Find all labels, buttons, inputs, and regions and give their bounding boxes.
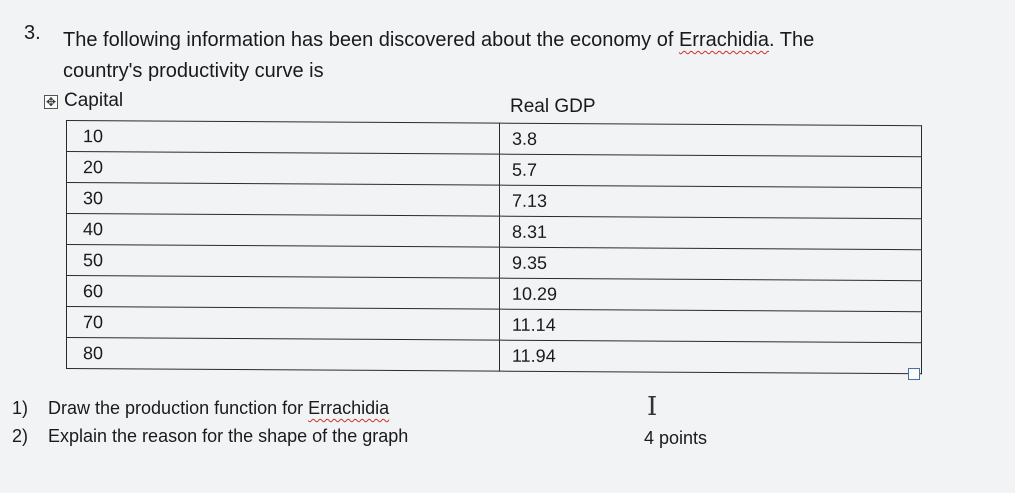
task-number: 1) bbox=[12, 398, 29, 418]
question-text-suffix: . The bbox=[768, 29, 815, 51]
task-item-1: 1) Draw the production function for Errac… bbox=[12, 398, 389, 419]
question-text-line2: country's productivity curve is bbox=[63, 60, 324, 82]
cell-capital[interactable]: 80 bbox=[66, 337, 500, 372]
cell-capital[interactable]: 20 bbox=[66, 151, 500, 186]
task-number: 2) bbox=[12, 426, 29, 446]
cell-real-gdp[interactable]: 10.29 bbox=[499, 278, 922, 312]
cell-real-gdp[interactable]: 8.31 bbox=[499, 216, 922, 250]
cell-real-gdp[interactable]: 3.8 bbox=[499, 123, 922, 157]
cell-capital[interactable]: 10 bbox=[66, 120, 500, 155]
question-text-line1: The following information has been disco… bbox=[63, 29, 814, 52]
table-row: 50 9.35 bbox=[66, 244, 922, 281]
table-row: 80 11.94 bbox=[66, 337, 922, 374]
productivity-table[interactable]: 10 3.8 20 5.7 30 7.13 40 8.31 50 9.35 60 10.29 70 11.… bbox=[66, 120, 922, 374]
question-number: 3. bbox=[24, 22, 41, 44]
text-cursor-icon: I bbox=[647, 392, 658, 422]
cell-capital[interactable]: 60 bbox=[66, 275, 500, 310]
task-item-2: 2) Explain the reason for the shape of th… bbox=[12, 426, 408, 447]
task-text: Draw the production function for bbox=[48, 398, 309, 418]
task-text: Explain the reason for the shape of the … bbox=[48, 426, 409, 446]
cell-real-gdp[interactable]: 5.7 bbox=[499, 154, 922, 188]
header-capital: Capital bbox=[64, 90, 124, 111]
table-resize-handle[interactable] bbox=[908, 368, 920, 380]
cell-capital[interactable]: 40 bbox=[66, 213, 500, 248]
cell-capital[interactable]: 50 bbox=[66, 244, 500, 279]
country-name-spellcheck[interactable]: Errachidia bbox=[678, 29, 769, 51]
header-real-gdp: Real GDP bbox=[510, 96, 596, 117]
table-row: 20 5.7 bbox=[66, 151, 922, 188]
table-row: 40 8.31 bbox=[66, 213, 922, 250]
cell-capital[interactable]: 30 bbox=[66, 182, 500, 217]
cell-capital[interactable]: 70 bbox=[66, 306, 500, 341]
points-label: 4 points bbox=[644, 428, 708, 448]
task-country-spellcheck[interactable]: Errachidia bbox=[308, 398, 390, 418]
table-row: 30 7.13 bbox=[66, 182, 922, 219]
table-row: 70 11.14 bbox=[66, 306, 922, 343]
cell-real-gdp[interactable]: 7.13 bbox=[499, 185, 922, 219]
table-row: 60 10.29 bbox=[66, 275, 922, 312]
table-row: 10 3.8 bbox=[66, 120, 922, 157]
productivity-table-grid[interactable]: 10 3.8 20 5.7 30 7.13 40 8.31 50 9.35 60 10.29 70 11.… bbox=[66, 120, 922, 374]
cell-real-gdp[interactable]: 11.14 bbox=[499, 309, 922, 343]
table-move-handle-icon[interactable]: ✥ bbox=[44, 95, 58, 109]
cell-real-gdp[interactable]: 11.94 bbox=[499, 340, 922, 374]
cell-real-gdp[interactable]: 9.35 bbox=[499, 247, 922, 281]
question-text-prefix: The following information has been disco… bbox=[63, 29, 679, 51]
